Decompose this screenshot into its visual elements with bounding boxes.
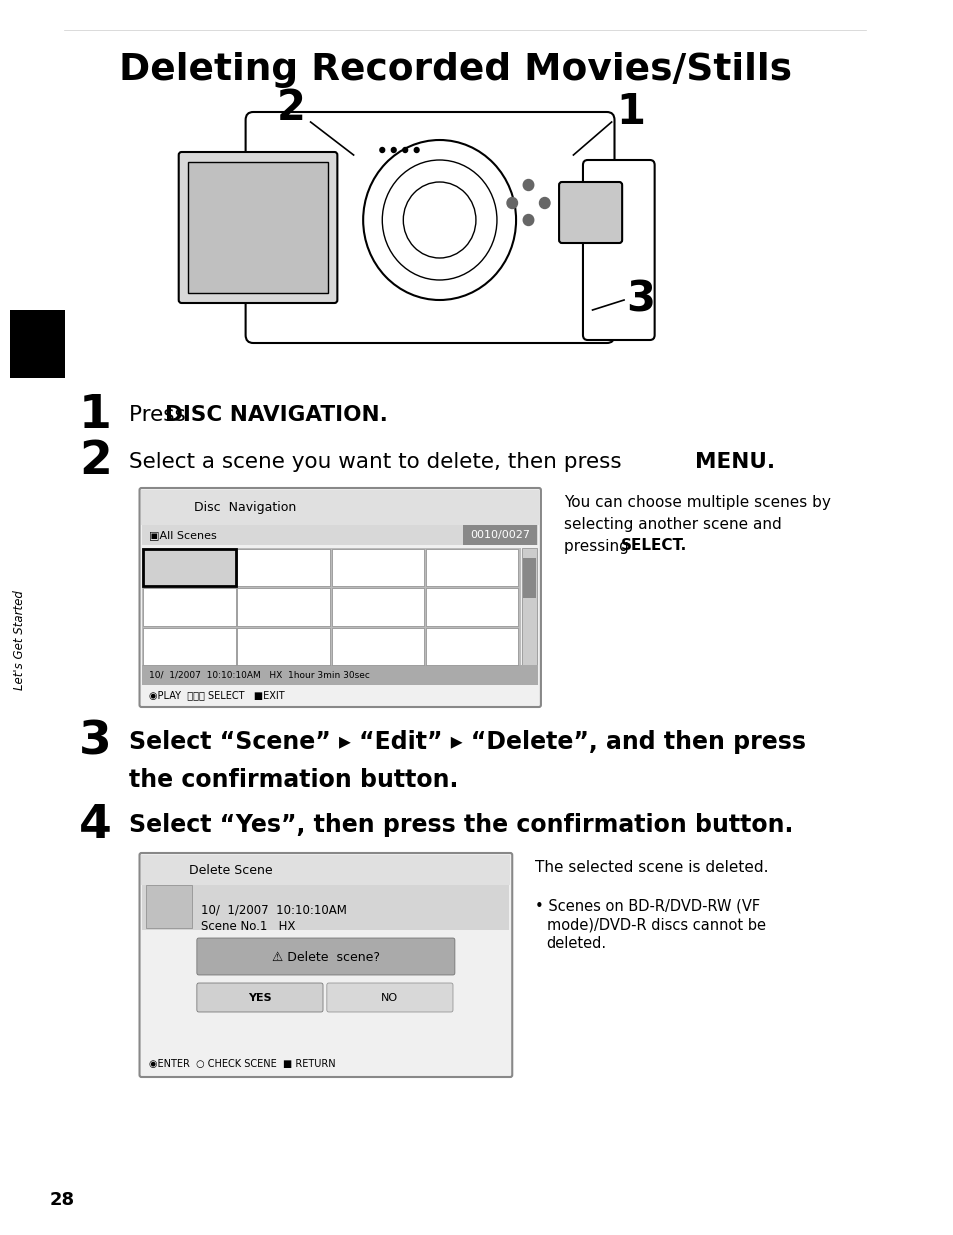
Circle shape [522, 215, 533, 226]
Text: You can choose multiple scenes by: You can choose multiple scenes by [563, 494, 830, 510]
Text: ⚠ Delete  scene?: ⚠ Delete scene? [272, 951, 379, 963]
Bar [332, 550, 423, 587]
Text: • Scenes on BD-R/DVD-RW (VF: • Scenes on BD-R/DVD-RW (VF [535, 899, 760, 914]
Bar [425, 588, 517, 626]
FancyBboxPatch shape [196, 983, 323, 1011]
Text: 1: 1 [79, 393, 112, 437]
Bar [188, 162, 328, 293]
Bar [143, 550, 235, 587]
Bar [142, 525, 537, 545]
Text: 3: 3 [79, 720, 112, 764]
Bar [332, 588, 423, 626]
Text: 1: 1 [616, 91, 644, 133]
Bar [141, 490, 538, 525]
Text: NO: NO [381, 993, 398, 1003]
Text: SELECT.: SELECT. [620, 538, 687, 553]
Text: Let's Get Started: Let's Get Started [12, 590, 26, 690]
Circle shape [506, 198, 517, 209]
FancyBboxPatch shape [139, 853, 512, 1077]
Text: 10/  1/2007  10:10:10AM   HX  1hour 3min 30sec: 10/ 1/2007 10:10:10AM HX 1hour 3min 30se… [149, 671, 370, 679]
Text: Delete Scene: Delete Scene [189, 863, 273, 877]
Text: ◉ENTER  ○ CHECK SCENE  ■ RETURN: ◉ENTER ○ CHECK SCENE ■ RETURN [149, 1058, 335, 1070]
Bar [522, 558, 536, 598]
Circle shape [391, 147, 395, 152]
Text: YES: YES [248, 993, 272, 1003]
Text: Select “Yes”, then press the confirmation button.: Select “Yes”, then press the confirmatio… [129, 813, 793, 837]
Bar [141, 855, 510, 885]
Text: pressing: pressing [563, 538, 633, 553]
Bar [142, 885, 509, 930]
Text: deleted.: deleted. [546, 936, 606, 951]
Bar [332, 627, 423, 664]
Text: 10/  1/2007  10:10:10AM: 10/ 1/2007 10:10:10AM [200, 904, 346, 916]
Bar [143, 550, 235, 587]
Bar [146, 885, 192, 927]
FancyBboxPatch shape [139, 488, 540, 706]
Text: 4: 4 [79, 803, 112, 847]
Bar [10, 310, 65, 378]
Text: Deleting Recorded Movies/Stills: Deleting Recorded Movies/Stills [119, 52, 792, 88]
Text: The selected scene is deleted.: The selected scene is deleted. [535, 861, 768, 876]
Bar [142, 548, 520, 666]
Text: 2: 2 [79, 440, 112, 484]
Circle shape [414, 147, 418, 152]
Circle shape [522, 179, 533, 190]
FancyBboxPatch shape [178, 152, 337, 303]
Bar [425, 550, 517, 587]
Circle shape [379, 147, 384, 152]
FancyBboxPatch shape [558, 182, 621, 243]
Bar [142, 664, 537, 685]
Bar [143, 588, 235, 626]
Text: Press: Press [129, 405, 193, 425]
Bar [425, 627, 517, 664]
Bar [462, 525, 537, 545]
FancyBboxPatch shape [245, 112, 614, 343]
Text: Select a scene you want to delete, then press: Select a scene you want to delete, then … [129, 452, 628, 472]
Bar [237, 588, 330, 626]
Text: 28: 28 [50, 1191, 74, 1209]
Text: 2: 2 [276, 86, 306, 128]
Text: selecting another scene and: selecting another scene and [563, 516, 781, 531]
Text: 3: 3 [625, 279, 654, 321]
Text: ◉PLAY  ⓈⓄⓈ SELECT   ■EXIT: ◉PLAY ⓈⓄⓈ SELECT ■EXIT [149, 690, 284, 700]
Text: Disc  Navigation: Disc Navigation [193, 500, 296, 514]
Text: MENU.: MENU. [694, 452, 774, 472]
Text: Scene No.1   HX: Scene No.1 HX [200, 920, 294, 934]
Text: mode)/DVD-R discs cannot be: mode)/DVD-R discs cannot be [546, 918, 765, 932]
Text: ▣All Scenes: ▣All Scenes [149, 530, 216, 540]
Bar [521, 548, 537, 666]
Text: 0010/0027: 0010/0027 [469, 530, 529, 540]
Text: the confirmation button.: the confirmation button. [129, 768, 457, 792]
Bar [237, 627, 330, 664]
Text: Select “Scene” ▸ “Edit” ▸ “Delete”, and then press: Select “Scene” ▸ “Edit” ▸ “Delete”, and … [129, 730, 805, 755]
Bar [237, 550, 330, 587]
FancyBboxPatch shape [196, 939, 455, 974]
Circle shape [538, 198, 550, 209]
Text: DISC NAVIGATION.: DISC NAVIGATION. [165, 405, 388, 425]
FancyBboxPatch shape [582, 161, 654, 340]
Bar [143, 627, 235, 664]
FancyBboxPatch shape [327, 983, 453, 1011]
Circle shape [402, 147, 407, 152]
